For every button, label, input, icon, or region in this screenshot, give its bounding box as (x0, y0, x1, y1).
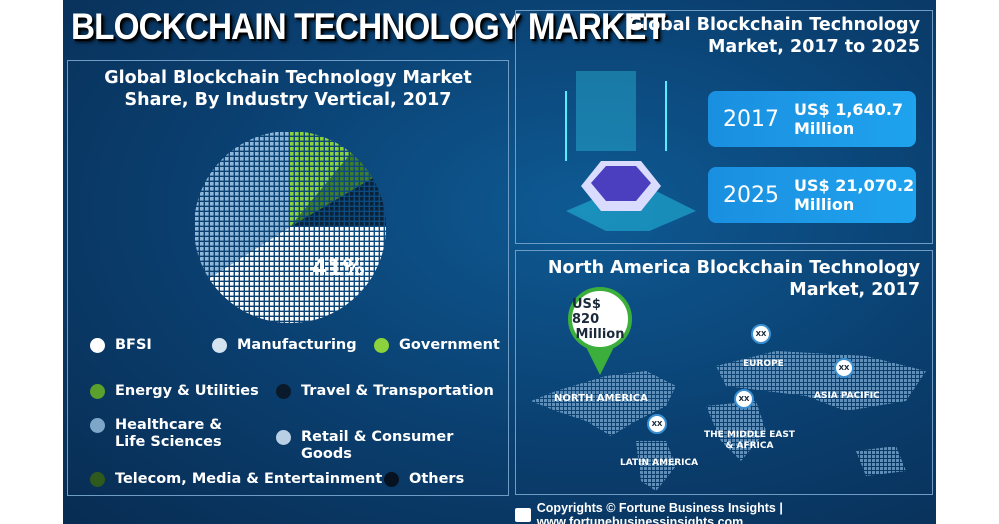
pie-slice-travel-transportation (290, 178, 386, 227)
stat-value-line1: US$ 21,070.2 (794, 176, 915, 195)
legend-swatch (90, 418, 105, 433)
north-america-callout-pin: US$ 820 Million (568, 287, 632, 351)
pie-title-line2: Share, By Industry Vertical, 2017 (124, 90, 452, 110)
na-panel-title: North America Blockchain Technology Mark… (516, 257, 920, 301)
legend-item-government: Government (374, 337, 500, 354)
copyright-text: Copyrights © Fortune Business Insights |… (536, 501, 783, 524)
legend-line: Healthcare & (115, 417, 223, 433)
legend-item-energy-utilities: Energy & Utilities (90, 383, 259, 400)
region-latin-america: LATIN AMERICA (620, 458, 699, 468)
legend-item-retail-consumer-goods: Retail & Consumer Goods (276, 429, 508, 463)
legend-swatch (276, 384, 291, 399)
legend-line: Life Sciences (115, 434, 222, 450)
na-title-line1: North America Blockchain Technology (547, 258, 920, 278)
legend-item-manufacturing: Manufacturing (212, 337, 357, 354)
stat-value: US$ 21,070.2 Million (794, 176, 914, 214)
callout-unit: Million (575, 326, 625, 342)
stat-year: 2025 (723, 182, 779, 208)
pie-slice-energy-utilities (290, 153, 373, 227)
pie-panel-title: Global Blockchain Technology Market Shar… (68, 67, 508, 111)
legend-swatch (212, 338, 227, 353)
stat-value-line2: Million (794, 119, 855, 138)
fortune-logo-icon (515, 508, 531, 522)
pie-slice-manufacturing (194, 131, 290, 279)
legend-label: Travel & Transportation (301, 383, 494, 399)
latin-america-pin: XX (647, 414, 667, 434)
region-asia-pacific: ASIA PACIFIC (814, 391, 880, 401)
legend-item-healthcare-life-sciences: Healthcare & Life Sciences (90, 417, 222, 451)
europe-pin: XX (751, 324, 771, 344)
pie-title-line1: Global Blockchain Technology Market (104, 68, 472, 88)
global-panel-title: Global Blockchain Technology Market, 201… (516, 14, 920, 58)
legend-label: Others (409, 471, 465, 487)
main-title: BLOCKCHAIN TECHNOLOGY MARKET (71, 6, 666, 47)
mea-line2: & AFRICA (725, 441, 774, 451)
asia-pacific-pin: XX (834, 358, 854, 378)
legend-swatch (90, 338, 105, 353)
global-title-line1: Global Blockchain Technology (627, 15, 920, 35)
pie-slice-bfsi (208, 227, 386, 324)
region-middle-east-africa: THE MIDDLE EAST & AFRICA (704, 430, 795, 452)
legend-item-others: Others (384, 471, 464, 488)
legend-item-bfsi: BFSI (90, 337, 152, 354)
pie-slice-government (290, 131, 352, 227)
mea-line1: THE MIDDLE EAST (704, 430, 795, 440)
legend-swatch (276, 430, 291, 445)
na-title-line2: Market, 2017 (789, 280, 920, 300)
legend-label: Retail & Consumer Goods (301, 429, 454, 462)
stat-card-2017: 2017 US$ 1,640.7 Million (708, 91, 916, 147)
blockchain-hexagon-illustration (565, 71, 696, 231)
pie-label-bfsi: 41% (312, 256, 365, 281)
global-market-panel: Global Blockchain Technology Market, 201… (515, 10, 933, 244)
legend-label: Government (399, 337, 500, 353)
legend-label: Manufacturing (237, 337, 357, 353)
legend-swatch (90, 384, 105, 399)
legend-label: BFSI (115, 337, 152, 353)
infographic: BLOCKCHAIN TECHNOLOGY MARKET Global Bloc… (63, 0, 936, 524)
legend-label: Healthcare & Life Sciences (115, 417, 222, 451)
legend-swatch (374, 338, 389, 353)
global-title-line2: Market, 2017 to 2025 (708, 37, 920, 57)
mea-pin: XX (734, 389, 754, 409)
callout-pointer (586, 347, 614, 375)
stat-card-2025: 2025 US$ 21,070.2 Million (708, 167, 916, 223)
legend-item-telecom-media-entertainment: Telecom, Media & Entertainment (90, 471, 382, 488)
region-north-america: NORTH AMERICA (554, 393, 648, 404)
world-map (531, 351, 926, 491)
stat-year: 2017 (723, 106, 779, 132)
legend-item-travel-transportation: Travel & Transportation (276, 383, 494, 400)
stat-value-line1: US$ 1,640.7 (794, 100, 904, 119)
region-europe: EUROPE (743, 359, 784, 369)
callout-value: US$ 820 (572, 296, 601, 327)
pie-chart: 41% (194, 131, 386, 324)
stat-value-line2: Million (794, 195, 855, 214)
north-america-panel: North America Blockchain Technology Mark… (515, 250, 933, 495)
legend-swatch (90, 472, 105, 487)
stat-value: US$ 1,640.7 Million (794, 100, 903, 138)
pie-panel: Global Blockchain Technology Market Shar… (67, 60, 509, 496)
legend-label: Energy & Utilities (115, 383, 259, 399)
legend-swatch (384, 472, 399, 487)
legend-label: Telecom, Media & Entertainment (115, 471, 383, 487)
footer: Copyrights © Fortune Business Insights |… (515, 501, 936, 524)
